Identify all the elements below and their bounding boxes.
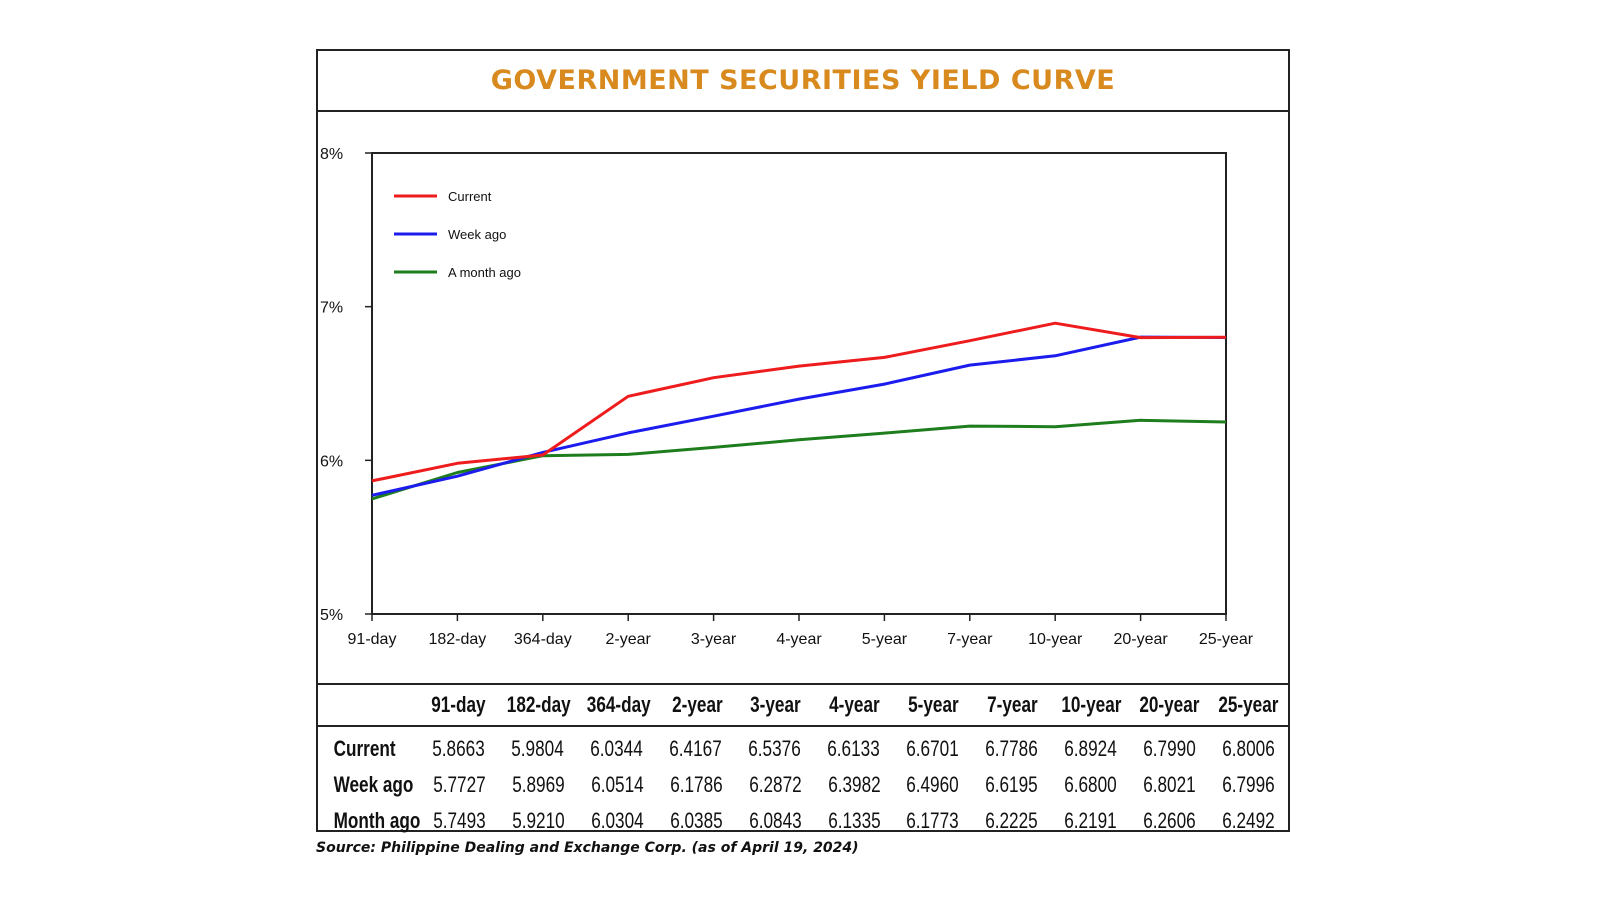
table-body: Current 5.8663 5.9804 6.0344 6.4167 6.5376 6.6… xyxy=(318,731,1288,839)
table-column-header: 10-year xyxy=(1060,692,1122,717)
table-column-header: 2-year xyxy=(671,692,723,717)
series-line-week-ago xyxy=(371,335,1227,497)
table-cell: 6.0843 xyxy=(748,808,802,833)
table-cell: 6.7786 xyxy=(985,736,1038,761)
table-cell: 6.8924 xyxy=(1064,736,1117,761)
plot-area xyxy=(371,152,1227,615)
table-cell: 6.2872 xyxy=(748,772,802,797)
x-tick-label: 364-day xyxy=(514,631,572,648)
table-cell: 6.6800 xyxy=(1064,772,1117,797)
table-header-row: 91-day 182-day 364-day 2-year 3-year 4-year 5-… xyxy=(318,685,1288,727)
table-cell: 5.7727 xyxy=(433,772,486,797)
x-tick-label: 7-year xyxy=(947,631,993,648)
x-tick-label: 4-year xyxy=(776,631,822,648)
y-tick-label: 6% xyxy=(320,453,343,470)
x-tick-label: 3-year xyxy=(691,631,737,648)
table-cell: 6.7996 xyxy=(1222,772,1275,797)
table-row-label: Month ago xyxy=(333,808,421,833)
x-tick-label: 5-year xyxy=(862,631,908,648)
table-cell: 6.0385 xyxy=(669,808,723,833)
x-tick-label: 20-year xyxy=(1113,631,1168,648)
table-column-header: 20-year xyxy=(1139,692,1200,717)
table-cell: 6.6195 xyxy=(985,772,1039,797)
table-cell: 6.4167 xyxy=(669,736,722,761)
y-tick-label: 8% xyxy=(320,146,343,163)
table-row-label: Current xyxy=(333,736,396,761)
table-row: Month ago 5.7493 5.9210 6.0304 6.0385 6.0843 6… xyxy=(318,803,1288,839)
series-line-current xyxy=(371,321,1227,483)
table-column-header: 4-year xyxy=(829,692,880,717)
table-cell: 6.2606 xyxy=(1143,808,1196,833)
chart-frame: GOVERNMENT SECURITIES YIELD CURVE 5% 6% 7%… xyxy=(316,49,1290,833)
x-tick-label: 10-year xyxy=(1028,631,1083,648)
title-bar: GOVERNMENT SECURITIES YIELD CURVE xyxy=(318,51,1288,112)
legend-label: A month ago xyxy=(448,265,521,280)
legend-label: Current xyxy=(448,189,492,204)
table-cell: 6.1335 xyxy=(827,808,881,833)
table-cell: 5.8663 xyxy=(432,736,485,761)
table-cell: 6.2492 xyxy=(1222,808,1275,833)
table-column-header: 364-day xyxy=(586,692,651,717)
source-note: Source: Philippine Dealing and Exchange … xyxy=(316,840,859,856)
table-cell: 6.7990 xyxy=(1143,736,1196,761)
table-cell: 6.5376 xyxy=(748,736,801,761)
table-cell: 6.0514 xyxy=(591,772,644,797)
table-cell: 6.1773 xyxy=(906,808,960,833)
y-tick-label: 5% xyxy=(320,607,343,624)
table-row-label: Week ago xyxy=(333,772,414,797)
table-cell: 6.0344 xyxy=(590,736,643,761)
table-column-header: 91-day xyxy=(430,692,486,717)
table-cell: 6.6133 xyxy=(827,736,880,761)
x-tick-label: 25-year xyxy=(1199,631,1254,648)
yield-table: 91-day 182-day 364-day 2-year 3-year 4-year 5-… xyxy=(318,683,1288,839)
table-cell: 6.4960 xyxy=(906,772,960,797)
table-cell: 5.8969 xyxy=(512,772,565,797)
table-column-header: 3-year xyxy=(750,692,802,717)
y-tick-label: 7% xyxy=(320,300,343,317)
table-column-header: 7-year xyxy=(986,692,1038,717)
table-column-header: 25-year xyxy=(1218,692,1279,717)
x-tick-label: 182-day xyxy=(428,631,486,648)
table-cell: 5.7493 xyxy=(433,808,486,833)
table-cell: 6.6701 xyxy=(906,736,959,761)
table-cell: 6.0304 xyxy=(591,808,644,833)
table-cell: 6.8006 xyxy=(1222,736,1275,761)
table-cell: 6.1786 xyxy=(669,772,723,797)
table-cell: 5.9804 xyxy=(511,736,564,761)
table-row: Week ago 5.7727 5.8969 6.0514 6.1786 6.2872 6.… xyxy=(318,767,1288,803)
table-column-header: 5-year xyxy=(908,692,959,717)
table-cell: 6.8021 xyxy=(1143,772,1196,797)
table-cell: 6.3982 xyxy=(827,772,881,797)
table-column-header: 182-day xyxy=(506,692,571,717)
chart-title: GOVERNMENT SECURITIES YIELD CURVE xyxy=(490,65,1116,96)
x-tick-label: 91-day xyxy=(348,631,397,648)
table-cell: 6.2225 xyxy=(985,808,1039,833)
legend-label: Week ago xyxy=(448,227,506,242)
table-cell: 6.2191 xyxy=(1064,808,1117,833)
x-tick-label: 2-year xyxy=(606,631,652,648)
yield-curve-chart: 5% 6% 7% 8% 91-day 182-day 364-day 2-year 3-year… xyxy=(320,146,1254,648)
table-row: Current 5.8663 5.9804 6.0344 6.4167 6.5376 6.6… xyxy=(318,731,1288,767)
table-cell: 5.9210 xyxy=(512,808,565,833)
